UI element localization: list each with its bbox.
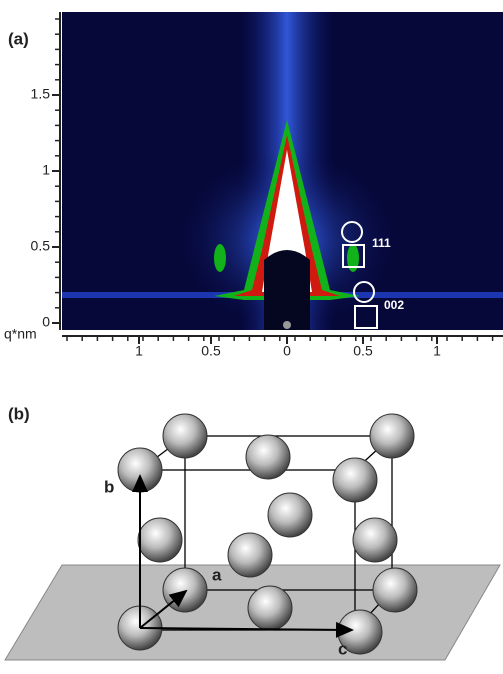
beam-center <box>283 321 291 329</box>
atom <box>268 493 312 537</box>
x-tick-label: 1 <box>433 343 441 359</box>
side-spot <box>214 244 226 272</box>
annotation: 002 <box>384 298 404 312</box>
atom <box>246 435 290 479</box>
beamstop <box>264 250 310 330</box>
x-tick-label: 0 <box>283 343 291 359</box>
figure: 111 002 (a) 0 0.5 1 1.5 1 0.5 0 0.5 1 q*nm (b) a… <box>0 0 503 674</box>
y-tick-label: 0 <box>42 314 50 330</box>
axis-label: a <box>212 565 222 584</box>
atom <box>373 568 417 612</box>
atom <box>333 458 377 502</box>
axis-label: c <box>338 639 347 658</box>
x-tick-label: 0.5 <box>353 343 373 359</box>
atom <box>228 533 272 577</box>
panel-label: (b) <box>8 404 30 423</box>
panel-b: (b) a b c <box>5 404 500 660</box>
x-tick-label: 1 <box>135 343 143 359</box>
atom <box>163 414 207 458</box>
panel-label: (a) <box>8 29 29 48</box>
atom <box>138 518 182 562</box>
y-tick-label: 0.5 <box>31 238 51 254</box>
atom <box>248 586 292 630</box>
y-tick-label: 1.5 <box>31 86 51 102</box>
annotation: 111 <box>372 236 391 250</box>
atom <box>370 414 414 458</box>
panel-a: 111 002 (a) 0 0.5 1 1.5 1 0.5 0 0.5 1 q*nm <box>4 12 503 359</box>
atom <box>353 518 397 562</box>
x-axis-label: q*nm <box>4 326 37 342</box>
y-tick-label: 1 <box>42 162 50 178</box>
x-tick-label: 0.5 <box>201 343 221 359</box>
axis-label: b <box>104 477 114 496</box>
